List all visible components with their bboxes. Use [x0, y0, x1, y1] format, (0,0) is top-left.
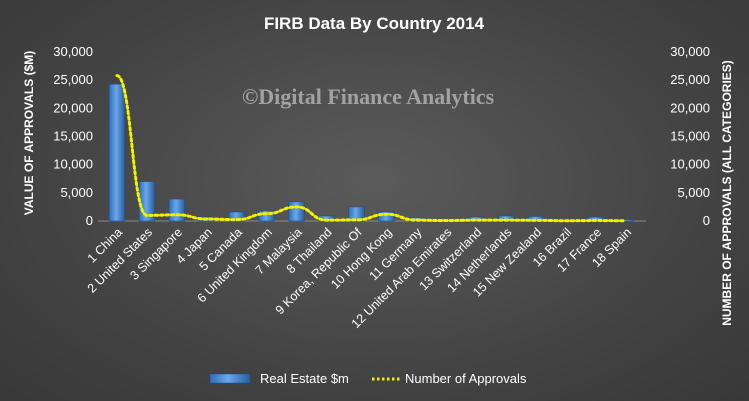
y2-tick-label: 10,000 — [670, 157, 710, 172]
legend-swatch-bars — [209, 373, 251, 384]
legend: Real Estate $m Number of Approvals — [209, 371, 527, 386]
bar — [348, 206, 365, 222]
bar — [378, 211, 395, 222]
y-tick-label: 15,000 — [53, 129, 93, 144]
line-series — [115, 74, 628, 223]
y2-tick-label: 25,000 — [670, 72, 710, 87]
right-axis-ticks: 0 5,000 10,000 15,000 20,000 25,000 30,000 — [670, 44, 710, 228]
bar — [168, 198, 185, 222]
y2-tick-label: 5,000 — [677, 185, 710, 200]
y-tick-label: 10,000 — [53, 157, 93, 172]
left-axis-ticks: 0 5,000 10,000 15,000 20,000 25,000 30,000 — [53, 44, 93, 228]
chart-title: FIRB Data By Country 2014 — [264, 14, 485, 33]
bar — [258, 210, 275, 222]
y2-tick-label: 30,000 — [670, 44, 710, 59]
approvals-line — [115, 74, 628, 223]
y2-tick-label: 15,000 — [670, 129, 710, 144]
y2-tick-label: 20,000 — [670, 100, 710, 115]
bar — [108, 83, 126, 222]
legend-label-line: Number of Approvals — [405, 371, 527, 386]
y2-tick-label: 0 — [703, 213, 710, 228]
right-axis-label: NUMBER OF APPROVALS (ALL CATEGORIES) — [720, 60, 734, 326]
y-tick-label: 5,000 — [60, 185, 93, 200]
y-tick-label: 25,000 — [53, 72, 93, 87]
watermark: ©Digital Finance Analytics — [242, 84, 495, 109]
y-tick-label: 0 — [86, 213, 93, 228]
bar — [288, 201, 305, 222]
legend-label-bars: Real Estate $m — [260, 371, 349, 386]
left-axis-label: VALUE OF APPROVALS ($M) — [22, 51, 36, 215]
y-tick-label: 30,000 — [53, 44, 93, 59]
y-tick-label: 20,000 — [53, 100, 93, 115]
